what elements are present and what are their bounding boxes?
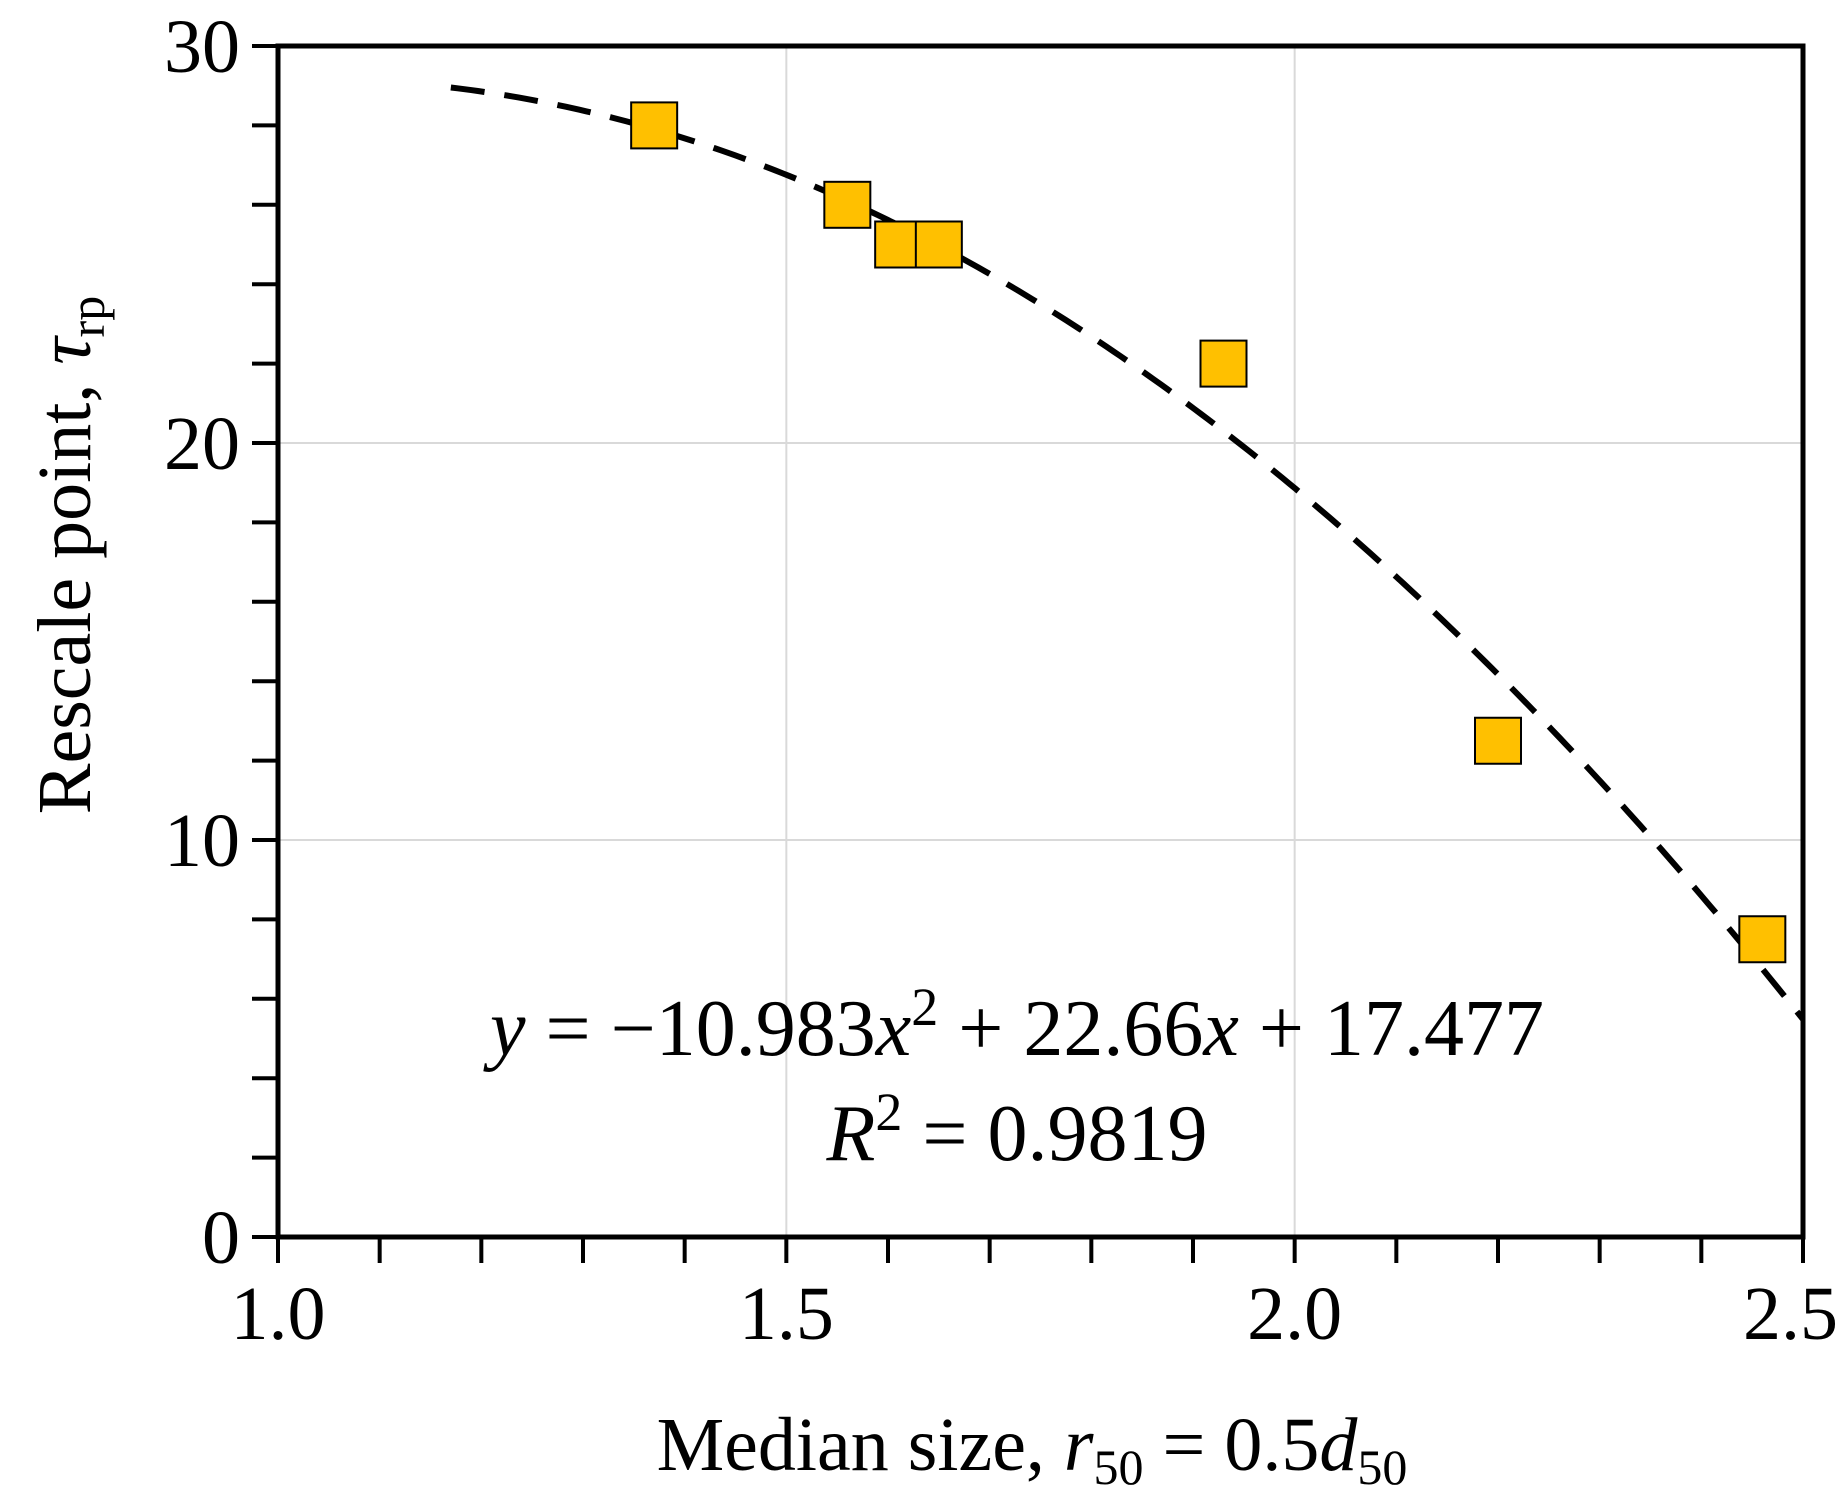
x-tick-label: 1.5: [739, 1272, 834, 1356]
trendline: [450, 84, 1806, 1022]
plot-frame: [275, 43, 1806, 1240]
data-point: [1474, 716, 1522, 765]
y-tick-label: 30: [164, 5, 240, 89]
data-point: [1738, 915, 1787, 964]
x-tick-label: 2.0: [1247, 1272, 1342, 1356]
data-point: [630, 101, 679, 150]
x-tick-label: 2.5: [1743, 1272, 1838, 1356]
data-point: [823, 180, 872, 229]
r-squared-line: R2 = 0.9819: [826, 1082, 1208, 1178]
equation-line: y = −10.983x2 + 22.66x + 17.477: [483, 977, 1544, 1073]
axes: [252, 43, 1806, 1263]
trendline-equation: y = −10.983x2 + 22.66x + 17.477 R2 = 0.9…: [483, 977, 1544, 1178]
data-points: [630, 101, 1787, 964]
data-point: [1199, 339, 1248, 388]
y-tick-label: 0: [202, 1196, 240, 1280]
x-tick-label: 1.0: [231, 1272, 326, 1356]
y-tick-label: 20: [164, 402, 240, 486]
trendline-curve: [450, 84, 1806, 1022]
grid-lines: [278, 46, 1803, 1237]
x-axis-title: Median size, r50 = 0.5d50: [657, 1403, 1408, 1495]
y-tick-label: 10: [164, 799, 240, 883]
tick-labels: 0 10 20 30 1.0 1.5 2.0 2.5: [164, 5, 1838, 1356]
y-axis-title: Rescale point, τrp: [23, 296, 115, 814]
data-point: [914, 220, 963, 269]
data-point: [874, 220, 923, 269]
